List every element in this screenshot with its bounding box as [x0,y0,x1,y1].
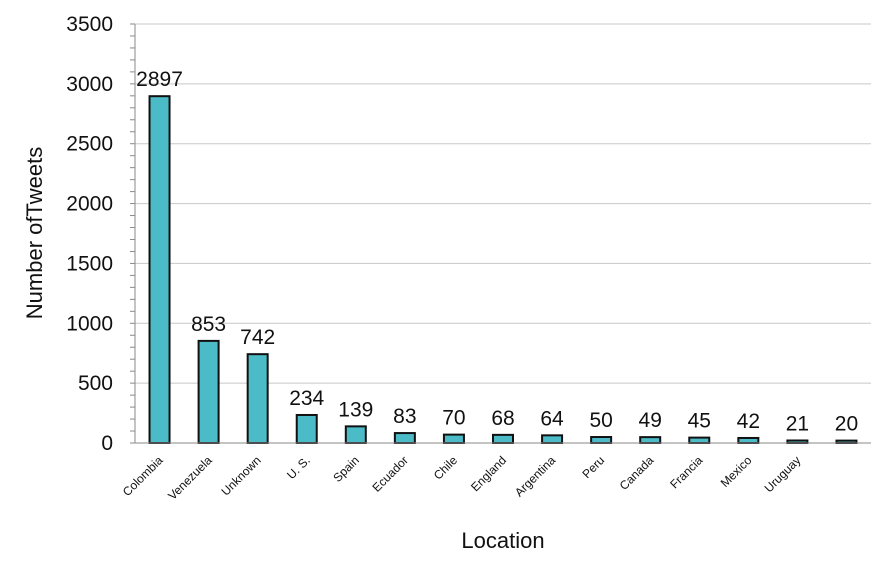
x-tick-label: Canada [617,453,657,493]
x-tick-label: Chile [431,453,460,482]
x-tick-label: Francia [667,453,705,491]
y-axis-title: Number ofTweets [22,147,47,319]
data-label: 83 [393,405,416,428]
x-tick-label: England [468,453,509,494]
x-tick-label: Unknown [219,453,264,498]
x-tick-label: Uruguay [762,453,804,495]
bar [393,432,416,445]
y-tick-label: 2500 [66,133,113,156]
y-tick-label: 3500 [66,13,113,36]
data-label: 234 [289,387,324,410]
data-label: 68 [491,407,514,430]
x-tick-label: Venezuela [165,453,215,503]
data-label: 49 [639,409,662,432]
x-tick-label: Mexico [718,453,755,490]
data-label: 64 [540,407,564,430]
axes [130,23,871,444]
data-label: 139 [338,398,373,421]
bar [492,433,514,445]
bar [590,436,613,444]
bar [295,413,318,444]
data-label: 50 [589,409,612,432]
data-label: 42 [737,410,760,433]
data-label: 21 [786,412,809,435]
y-tick-label: 1500 [66,252,113,275]
gridlines [135,23,871,384]
data-label: 742 [240,326,275,349]
y-tick-label: 0 [101,432,113,455]
y-tick-labels: 0 500 1000 1500 2000 2500 3000 3500 [66,13,113,455]
bar [197,339,220,445]
x-axis-title: Location [461,528,544,553]
bar [246,353,269,444]
bar [148,95,171,444]
y-tick-label: 500 [78,372,113,395]
y-tick-label: 1000 [66,312,113,335]
x-tick-label: Argentina [512,453,558,499]
data-label: 45 [688,410,711,433]
bar [639,436,662,445]
bar [737,436,760,444]
data-label: 70 [442,407,465,430]
bar [344,425,367,444]
bar [541,434,564,445]
x-tick-label: Colombia [120,453,166,499]
bar [688,436,711,444]
x-tick-label: U. S. [284,453,313,482]
data-labels: 2897 853 742 234 139 83 70 68 64 50 49 45 42 21 20 [136,68,858,435]
bar [442,433,465,444]
x-tick-labels: Colombia Venezuela Unknown U. S. Spain Ecuado… [120,453,804,503]
y-tick-label: 2000 [66,193,113,216]
data-label: 853 [191,313,226,336]
x-tick-label: Spain [330,453,362,485]
data-label: 2897 [136,68,183,91]
data-label: 20 [835,413,858,436]
bars [148,95,858,445]
x-tick-label: Ecuador [369,453,411,495]
y-tick-label: 3000 [66,73,113,96]
x-tick-label: Peru [579,453,607,481]
